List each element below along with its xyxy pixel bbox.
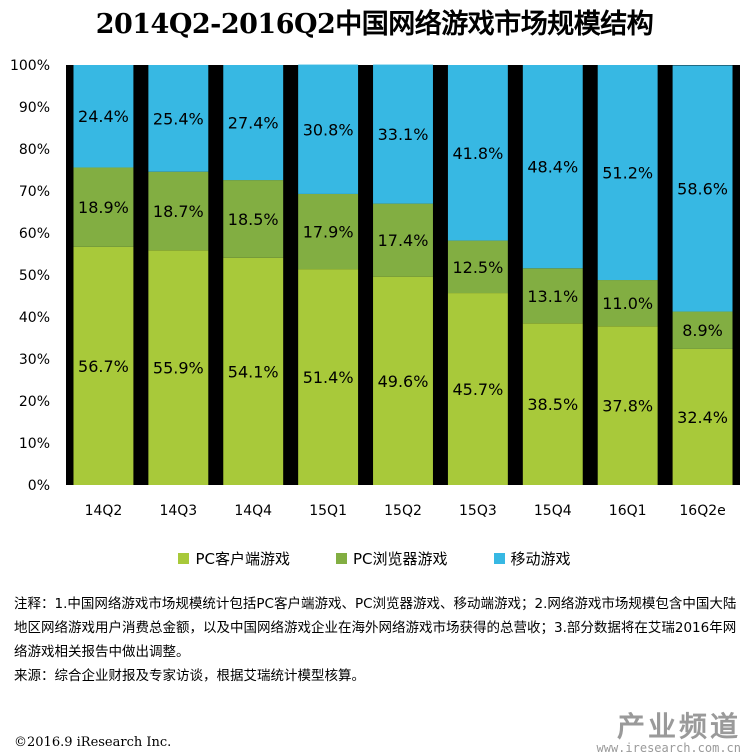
y-tick-label: 30%	[19, 352, 50, 368]
bar-segment	[298, 193, 359, 270]
bar-segment	[447, 240, 508, 294]
data-label: 33.1%	[378, 125, 429, 144]
y-tick-label: 70%	[19, 184, 50, 200]
bar-segment	[223, 257, 284, 485]
bar-segment	[73, 167, 134, 247]
bar-segment	[298, 269, 359, 485]
data-label: 12.5%	[452, 258, 503, 277]
chart-title: 2014Q2-2016Q2中国网络游戏市场规模结构	[95, 9, 654, 40]
x-tick-label: 14Q3	[159, 503, 197, 519]
x-tick-label: 15Q2	[384, 503, 422, 519]
data-label: 30.8%	[303, 120, 354, 139]
x-tick-label: 14Q4	[234, 503, 272, 519]
bar-segment	[672, 65, 733, 312]
bar-segment	[597, 326, 658, 485]
x-tick-label: 15Q3	[459, 503, 497, 519]
bar-segment	[73, 246, 134, 485]
x-tick-label: 16Q2e	[679, 503, 725, 519]
chart-notes: 注释：1.中国网络游戏市场规模统计包括PC客户端游戏、PC浏览器游戏、移动端游戏…	[14, 592, 742, 688]
data-label: 27.4%	[228, 114, 279, 133]
bar-segment	[522, 323, 583, 485]
data-label: 18.5%	[228, 210, 279, 229]
x-tick-label: 15Q1	[309, 503, 347, 519]
data-label: 11.0%	[602, 294, 653, 313]
bar-segment	[597, 280, 658, 327]
legend-label: 移动游戏	[510, 550, 571, 568]
x-tick-label: 16Q1	[609, 503, 647, 519]
bar-segment	[373, 203, 433, 277]
data-label: 17.4%	[378, 231, 429, 250]
bar-segment	[522, 65, 583, 269]
legend-item-pc-browser: PC浏览器游戏	[335, 548, 448, 569]
bar-segment	[672, 348, 733, 485]
data-label: 8.9%	[682, 321, 723, 340]
data-label: 18.7%	[153, 202, 204, 221]
data-label: 37.8%	[602, 397, 653, 416]
legend-label: PC客户端游戏	[195, 550, 290, 568]
y-tick-label: 50%	[19, 268, 50, 284]
bar-segment	[522, 268, 583, 324]
data-label: 24.4%	[78, 107, 129, 126]
data-label: 54.1%	[228, 362, 279, 381]
legend-label: PC浏览器游戏	[352, 550, 448, 568]
watermark: 产业频道 www.iresearch.com.cn	[597, 705, 742, 755]
legend-item-mobile: 移动游戏	[493, 548, 571, 569]
bar-segment	[148, 65, 209, 172]
legend-swatch	[493, 553, 505, 564]
source-text: 来源：综合企业财报及专家访谈，根据艾瑞统计模型核算。	[14, 668, 365, 684]
bar-segment	[73, 65, 134, 168]
bar-segment	[373, 64, 433, 204]
data-label: 32.4%	[677, 408, 728, 427]
y-tick-label: 40%	[19, 310, 50, 326]
x-tick-label: 15Q4	[534, 503, 572, 519]
bar-segment	[148, 171, 209, 251]
data-label: 17.9%	[303, 223, 354, 242]
legend-item-pc-client: PC客户端游戏	[178, 548, 290, 569]
copyright: ©2016.9 iResearch Inc.	[14, 735, 172, 750]
x-tick-label: 14Q2	[85, 503, 123, 519]
note-text: 注释：1.中国网络游戏市场规模统计包括PC客户端游戏、PC浏览器游戏、移动端游戏…	[14, 596, 737, 660]
data-label: 25.4%	[153, 109, 204, 128]
data-label: 13.1%	[527, 287, 578, 306]
data-label: 51.2%	[602, 164, 653, 183]
watermark-url: www.iresearch.com.cn	[596, 741, 742, 755]
legend: PC客户端游戏 PC浏览器游戏 移动游戏	[0, 548, 749, 569]
bar-segment	[223, 180, 284, 258]
y-tick-label: 100%	[10, 58, 50, 74]
bar-segment	[447, 293, 508, 485]
data-label: 18.9%	[78, 198, 129, 217]
bar-segment	[148, 250, 209, 485]
bar-segment	[447, 65, 508, 241]
data-label: 48.4%	[527, 158, 578, 177]
bar-segment	[597, 65, 658, 281]
y-tick-label: 0%	[28, 478, 50, 494]
y-tick-label: 80%	[19, 142, 50, 158]
stacked-bar-chart: 56.7% 18.9% 24.4% 55.9% 18.7% 25.4% 54.1% 18.5%…	[10, 58, 740, 519]
watermark-logo: 产业频道	[616, 710, 741, 743]
y-tick-label: 20%	[19, 394, 50, 410]
data-label: 41.8%	[452, 144, 503, 163]
legend-swatch	[335, 553, 347, 564]
data-label: 38.5%	[527, 395, 578, 414]
data-label: 55.9%	[153, 359, 204, 378]
data-label: 45.7%	[452, 380, 503, 399]
data-label: 58.6%	[677, 179, 728, 198]
y-tick-label: 10%	[19, 436, 50, 452]
data-label: 56.7%	[78, 357, 129, 376]
bar-segment	[223, 65, 284, 181]
y-tick-label: 90%	[19, 100, 50, 116]
legend-swatch	[178, 553, 190, 564]
data-label: 51.4%	[303, 368, 354, 387]
bar-segment	[373, 276, 433, 485]
bar-segment	[298, 64, 359, 194]
bar-segment	[672, 311, 733, 349]
data-label: 49.6%	[378, 372, 429, 391]
y-tick-label: 60%	[19, 226, 50, 242]
